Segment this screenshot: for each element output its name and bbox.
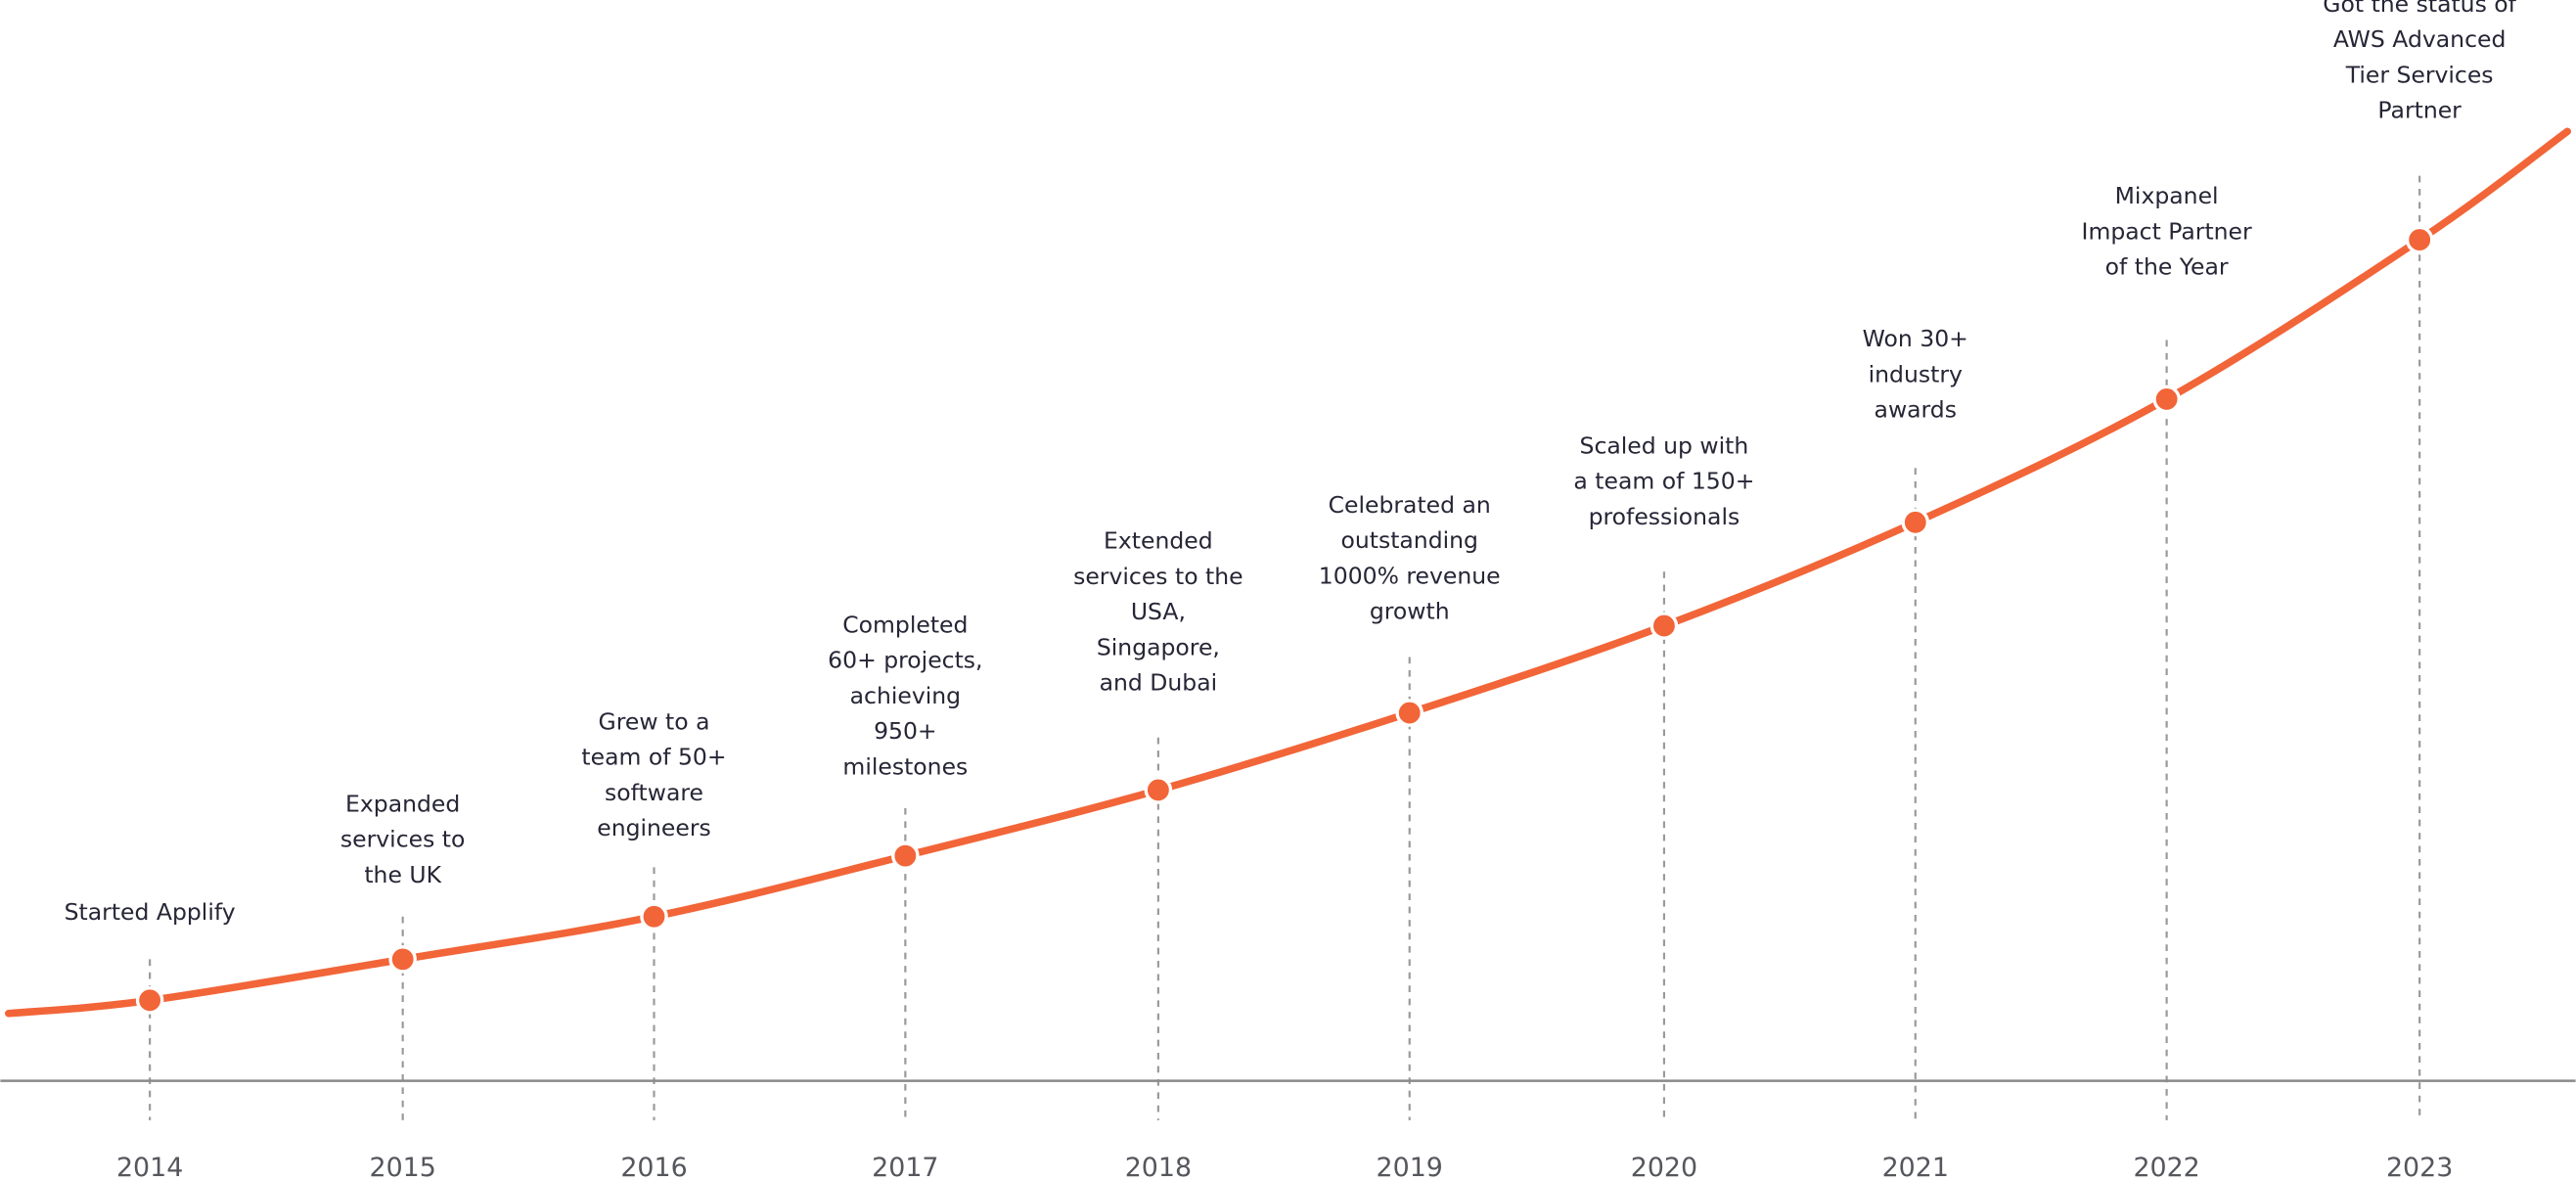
milestone-label-line: Got the status of [2323, 0, 2516, 18]
milestone-label-line: Celebrated an [1329, 491, 1491, 519]
milestone-label-line: Singapore, [1097, 633, 1220, 660]
milestone-dot-2019 [1395, 699, 1424, 727]
milestone-label-line: 950+ [874, 717, 937, 745]
milestone-dot-2018 [1144, 776, 1173, 804]
milestone-label-line: USA, [1131, 598, 1186, 625]
year-label-2017: 2017 [872, 1153, 938, 1181]
milestone-label-line: growth [1370, 598, 1450, 625]
milestone-label-line: Mixpanel [2115, 182, 2219, 209]
milestone-label-line: AWS Advanced [2333, 25, 2507, 53]
milestone-label-line: Won 30+ [1863, 325, 1968, 352]
milestone-label-line: Expanded [345, 790, 460, 817]
year-label-2015: 2015 [370, 1153, 436, 1181]
milestone-dot-2017 [891, 841, 920, 870]
milestone-dot-2020 [1650, 612, 1679, 640]
milestone-label-line: Started Applify [65, 898, 236, 926]
year-label-2021: 2021 [1882, 1153, 1949, 1181]
milestone-dot-2016 [640, 902, 668, 931]
milestone-label-2022: Mixpanel Impact Partner of the Year [2082, 182, 2252, 281]
milestone-dot-2021 [1901, 508, 1930, 537]
milestone-label-2014: Started Applify [65, 898, 236, 926]
milestone-label-line: Scaled up with [1580, 432, 1749, 459]
milestone-label-line: and Dubai [1100, 669, 1218, 697]
milestone-label-2020: Scaled up with a team of 150+ professional… [1573, 432, 1754, 530]
milestone-label-line: industry [1869, 360, 1963, 387]
milestone-label-line: software [605, 779, 703, 806]
milestone-label-line: milestones [842, 752, 968, 780]
milestone-label-line: Impact Partner [2082, 217, 2252, 245]
milestone-label-line: professionals [1589, 503, 1740, 530]
milestone-dots [135, 225, 2434, 1015]
milestone-label-line: Completed [842, 611, 968, 638]
milestone-label-line: team of 50+ [581, 744, 726, 771]
milestone-label-2016: Grew to a team of 50+ software engineers [581, 707, 726, 841]
milestone-dot-2015 [388, 945, 417, 974]
milestone-label-line: of the Year [2105, 253, 2229, 281]
milestone-label-2019: Celebrated an outstanding 1000% revenue gro… [1319, 491, 1501, 625]
milestone-label-line: outstanding [1340, 526, 1478, 554]
milestone-label-2018: Extended services to the USA, Singapore, and… [1073, 527, 1243, 697]
year-label-2019: 2019 [1377, 1153, 1443, 1181]
year-label-2014: 2014 [116, 1153, 183, 1181]
milestone-label-line: awards [1875, 396, 1957, 424]
milestone-label-line: Partner [2377, 97, 2462, 124]
milestone-dot-2023 [2405, 225, 2434, 254]
milestone-label-2021: Won 30+ industry awards [1863, 325, 1968, 424]
milestone-label-line: engineers [597, 814, 711, 841]
milestone-label-line: the UK [364, 861, 441, 888]
milestone-label-line: 60+ projects, [828, 647, 982, 674]
milestone-label-line: 1000% revenue [1319, 562, 1501, 589]
milestone-dot-2014 [135, 986, 164, 1015]
milestone-label-2015: Expanded services to the UK [340, 790, 465, 888]
milestone-label-2023: Got the status of AWS Advanced Tier Servic… [2323, 0, 2516, 124]
year-tick-labels: 2014 2015 2016 2017 2018 2019 2020 2021 2022 2023 [116, 1153, 2453, 1181]
milestone-label-line: Extended [1104, 527, 1213, 555]
milestone-label-line: services to [340, 826, 465, 853]
year-label-2022: 2022 [2133, 1153, 2199, 1181]
milestone-label-line: achieving [850, 682, 961, 709]
guide-lines [149, 175, 2421, 1120]
milestone-label-line: services to the [1073, 563, 1243, 590]
milestone-dot-2022 [2152, 385, 2181, 414]
milestone-label-line: a team of 150+ [1573, 468, 1754, 495]
milestone-label-2017: Completed 60+ projects, achieving 950+ miles… [828, 611, 982, 780]
milestone-label-line: Tier Services [2345, 61, 2494, 88]
year-label-2018: 2018 [1125, 1153, 1192, 1181]
milestone-label-line: Grew to a [599, 707, 710, 735]
year-label-2020: 2020 [1631, 1153, 1697, 1181]
milestone-labels: Started Applify Expanded services to the UK… [65, 0, 2517, 926]
year-label-2023: 2023 [2386, 1153, 2453, 1181]
year-label-2016: 2016 [620, 1153, 687, 1181]
